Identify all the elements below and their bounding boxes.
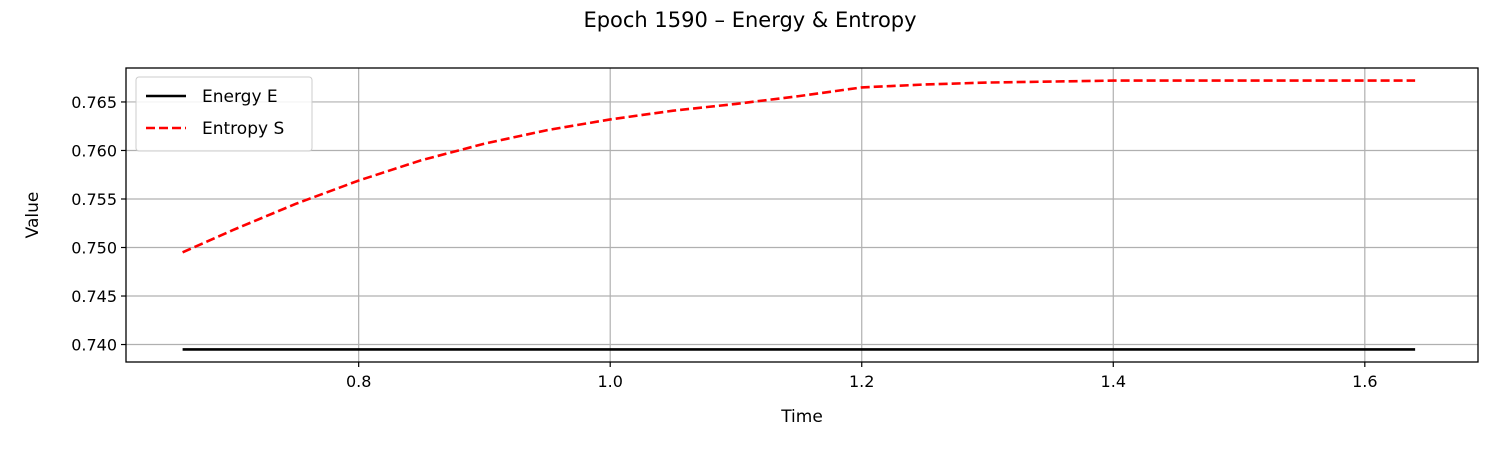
chart-legend: Energy E Entropy S <box>135 76 313 152</box>
x-tick-label: 1.4 <box>1101 372 1126 391</box>
y-tick-label: 0.750 <box>71 239 117 258</box>
legend-label: Energy E <box>202 87 278 107</box>
y-tick-label: 0.765 <box>71 93 117 112</box>
x-tick-label: 0.8 <box>346 372 371 391</box>
grid-lines <box>126 68 1478 362</box>
chart-title: Epoch 1590 – Energy & Entropy <box>583 8 916 32</box>
x-tick-label: 1.0 <box>597 372 622 391</box>
legend-label: Entropy S <box>202 119 284 139</box>
x-axis-title: Time <box>780 407 823 427</box>
y-tick-label: 0.755 <box>71 190 117 209</box>
x-tick-label: 1.2 <box>849 372 874 391</box>
x-tick-label: 1.6 <box>1352 372 1377 391</box>
axis-ticks: 0.8 1.0 1.2 1.4 1.6 0.740 0.745 0.750 0.755 0.760… <box>71 93 1377 391</box>
y-tick-label: 0.740 <box>71 336 117 355</box>
y-tick-label: 0.745 <box>71 287 117 306</box>
plot-area-frame <box>125 67 1479 363</box>
y-axis-title: Value <box>23 192 43 239</box>
y-tick-label: 0.760 <box>71 141 117 160</box>
series-lines <box>182 79 1416 351</box>
series-line-entropy-s <box>182 79 1416 254</box>
